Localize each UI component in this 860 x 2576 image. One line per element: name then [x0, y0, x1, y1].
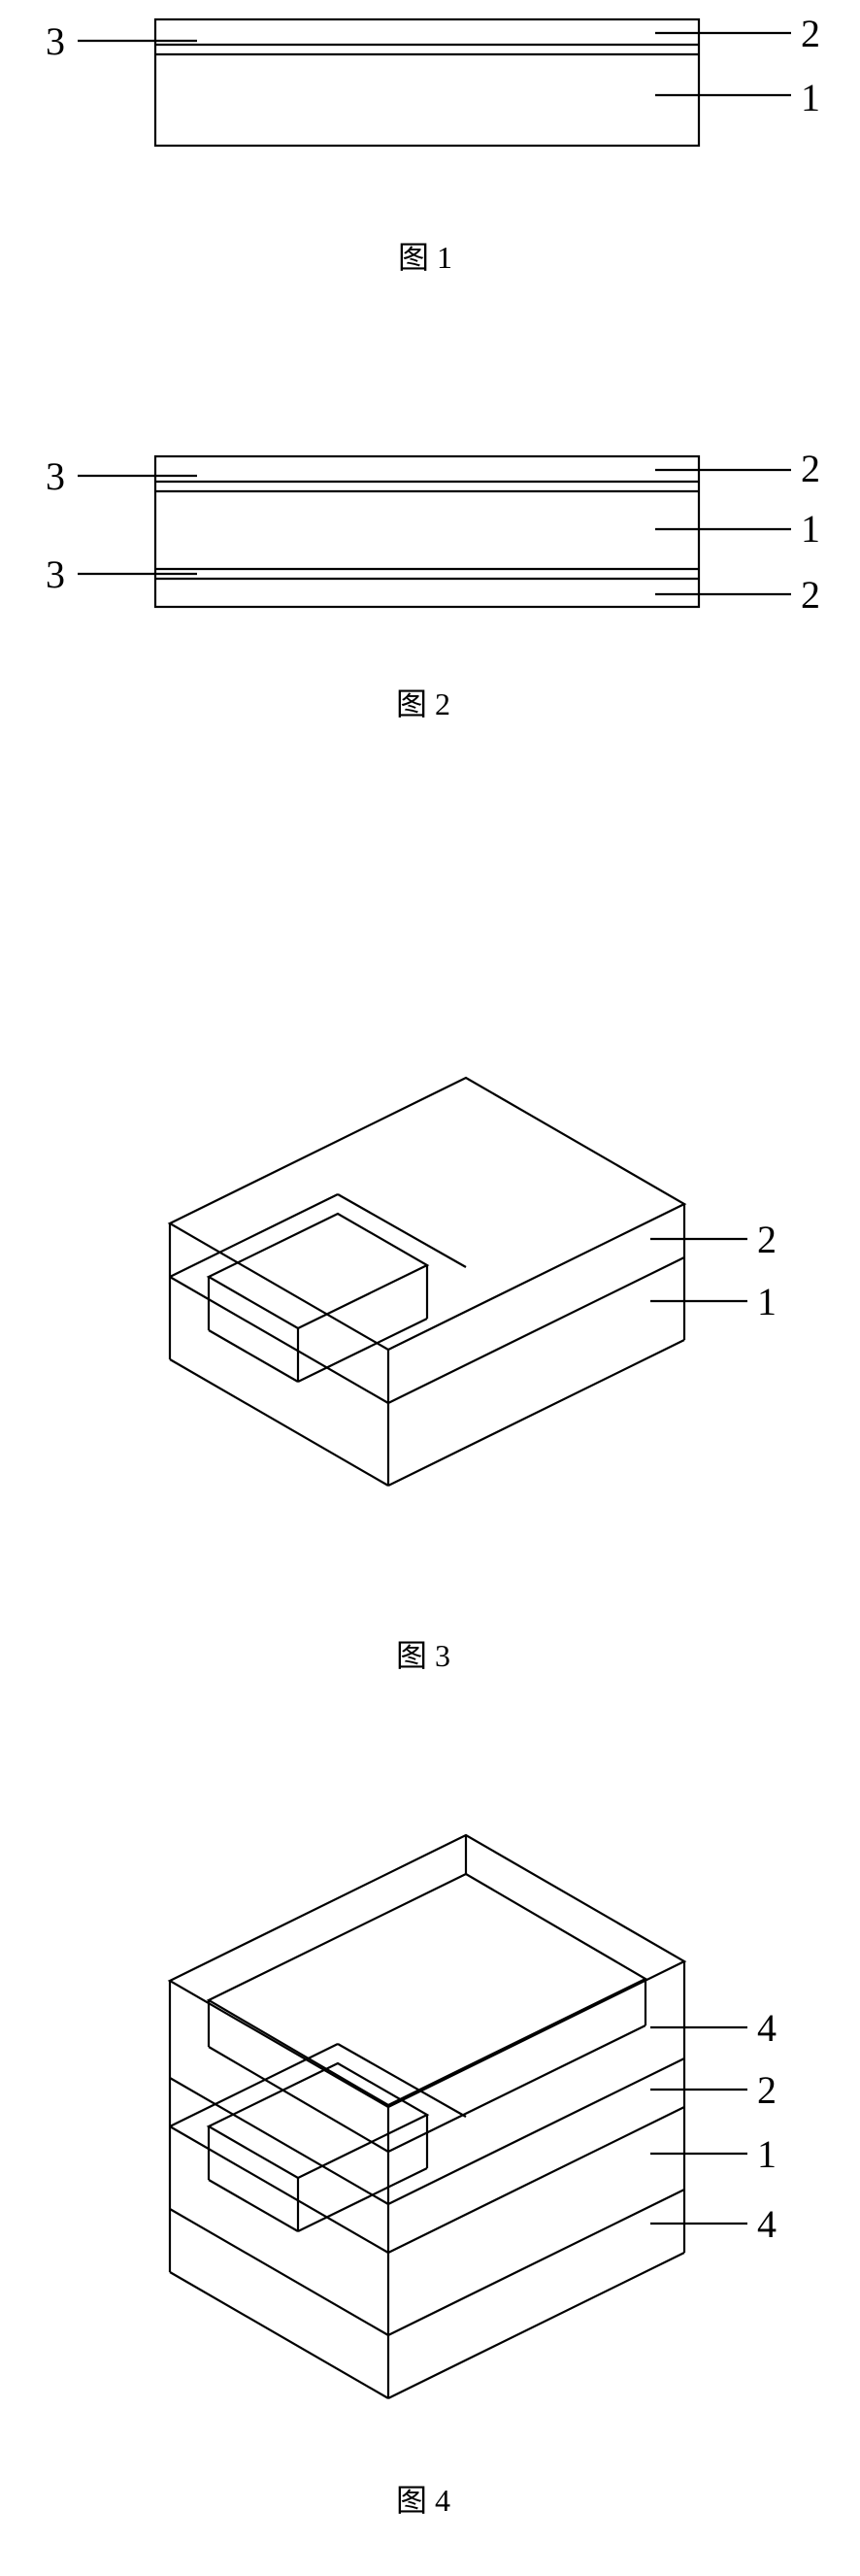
- figure-2: 3 3 2 1 2: [24, 447, 840, 641]
- figure-3: 2 1: [107, 1020, 825, 1563]
- figure-4-caption: 图 4: [396, 2476, 450, 2521]
- fig1-drawing: [78, 19, 791, 146]
- fig2-label-1: 1: [801, 507, 820, 551]
- fig4-label-4a: 4: [757, 2006, 777, 2050]
- fig4-drawing: [170, 1835, 747, 2398]
- fig2-label-2b: 2: [801, 573, 820, 617]
- figure-3-caption: 图 3: [396, 1631, 450, 1676]
- figure-4: 4 2 1 4: [107, 1825, 825, 2427]
- fig4-label-4b: 4: [757, 2202, 777, 2246]
- fig3-label-2: 2: [757, 1218, 777, 1261]
- figure-1: 3 2 1: [24, 10, 840, 184]
- fig1-label-3: 3: [46, 19, 65, 63]
- fig2-label-2a: 2: [801, 447, 820, 490]
- figure-1-caption: 图 1: [398, 233, 452, 278]
- page: { "figures": { "fig1": { "caption": "图 1…: [0, 0, 860, 2576]
- fig3-label-1: 1: [757, 1280, 777, 1323]
- fig1-label-1: 1: [801, 76, 820, 119]
- fig1-label-2: 2: [801, 12, 820, 55]
- fig2-label-3b: 3: [46, 552, 65, 596]
- figure-2-caption: 图 2: [396, 680, 450, 724]
- fig4-label-1: 1: [757, 2132, 777, 2176]
- fig3-drawing: [170, 1078, 747, 1486]
- fig4-label-2: 2: [757, 2068, 777, 2112]
- fig2-drawing: [78, 456, 791, 607]
- fig2-label-3a: 3: [46, 454, 65, 498]
